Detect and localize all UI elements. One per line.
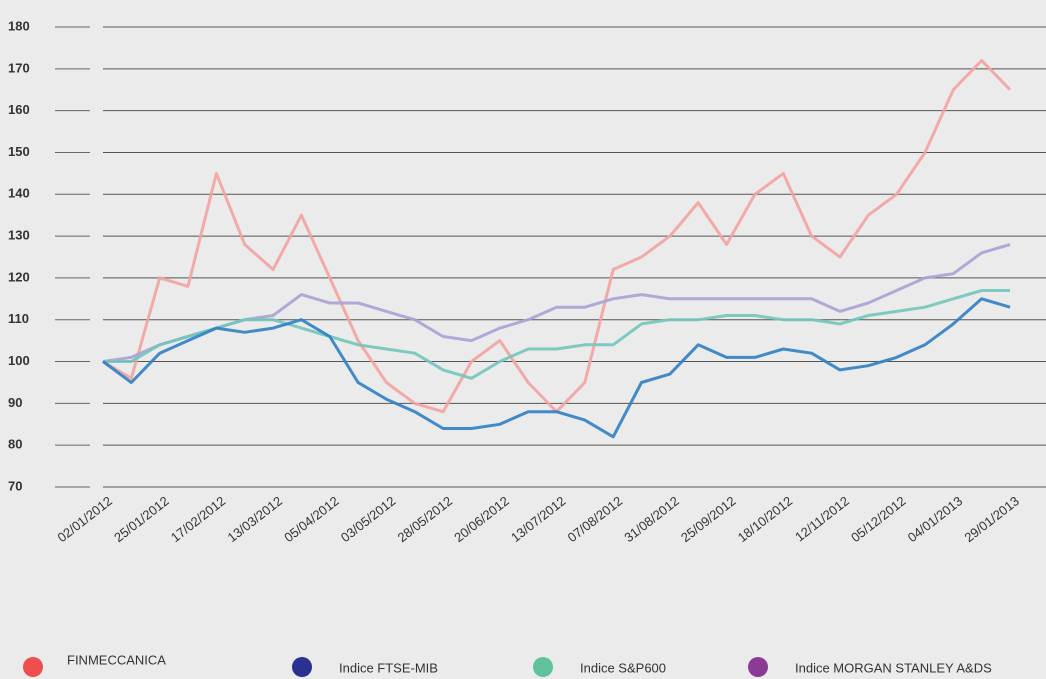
legend-marker [748,657,768,677]
y-tick-label: 140 [8,186,30,201]
legend-label: FINMECCANICA [67,652,166,667]
y-tick-label: 130 [8,228,30,243]
x-tick-label: 04/01/2013 [905,493,966,545]
y-tick-label: 150 [8,144,30,159]
x-tick-label: 12/11/2012 [792,493,852,544]
x-tick-label: 18/10/2012 [735,493,796,545]
x-tick-label: 29/01/2013 [961,493,1022,545]
x-tick-label: 25/01/2012 [111,493,172,545]
x-tick-label: 31/08/2012 [621,493,682,545]
legend-marker [23,657,43,677]
x-tick-label: 02/01/2012 [54,493,115,545]
series-line [103,289,1010,380]
x-tick-label: 05/12/2012 [848,493,909,545]
legend-label: Indice MORGAN STANLEY A&DS [795,660,992,675]
y-tick-label: 110 [8,311,29,326]
legend-marker [292,657,312,677]
y-tick-label: 100 [8,353,30,368]
x-tick-label: 17/02/2012 [168,493,229,545]
y-tick-label: 90 [8,395,22,410]
legend-marker [533,657,553,677]
legend-label: Indice FTSE-MIB [339,660,438,675]
x-tick-label: 03/05/2012 [338,493,399,545]
x-tick-label: 28/05/2012 [395,493,456,545]
y-tick-label: 170 [8,60,30,75]
series-line [102,243,1011,363]
y-tick-label: 70 [8,478,22,493]
series-line [102,297,1011,439]
x-tick-label: 07/08/2012 [565,493,626,545]
x-tick-label: 05/04/2012 [281,493,342,545]
x-tick-label: 13/03/2012 [225,493,286,545]
y-tick-label: 180 [8,18,30,33]
x-tick-label: 13/07/2012 [508,493,569,545]
y-tick-label: 160 [8,102,30,117]
x-tick-label: 20/06/2012 [451,493,512,545]
y-tick-label: 80 [8,437,22,452]
x-tick-label: 25/09/2012 [678,493,739,545]
legend-label: Indice S&P600 [580,660,666,675]
y-tick-label: 120 [8,269,30,284]
